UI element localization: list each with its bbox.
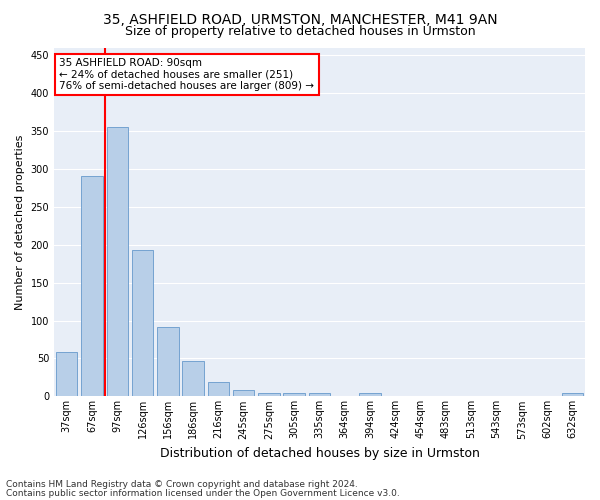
Bar [81, 176, 103, 396]
Text: 35 ASHFIELD ROAD: 90sqm
← 24% of detached houses are smaller (251)
76% of semi-d: 35 ASHFIELD ROAD: 90sqm ← 24% of detache… [59, 58, 314, 91]
Bar [182, 360, 204, 396]
Bar [56, 352, 77, 397]
Bar [208, 382, 229, 396]
Bar [359, 392, 381, 396]
Bar [258, 392, 280, 396]
Bar [309, 392, 330, 396]
Text: Contains public sector information licensed under the Open Government Licence v3: Contains public sector information licen… [6, 489, 400, 498]
Bar [107, 127, 128, 396]
Text: Size of property relative to detached houses in Urmston: Size of property relative to detached ho… [125, 25, 475, 38]
X-axis label: Distribution of detached houses by size in Urmston: Distribution of detached houses by size … [160, 447, 479, 460]
Bar [562, 392, 583, 396]
Bar [233, 390, 254, 396]
Text: Contains HM Land Registry data © Crown copyright and database right 2024.: Contains HM Land Registry data © Crown c… [6, 480, 358, 489]
Y-axis label: Number of detached properties: Number of detached properties [15, 134, 25, 310]
Bar [283, 392, 305, 396]
Text: 35, ASHFIELD ROAD, URMSTON, MANCHESTER, M41 9AN: 35, ASHFIELD ROAD, URMSTON, MANCHESTER, … [103, 12, 497, 26]
Bar [157, 328, 179, 396]
Bar [132, 250, 153, 396]
